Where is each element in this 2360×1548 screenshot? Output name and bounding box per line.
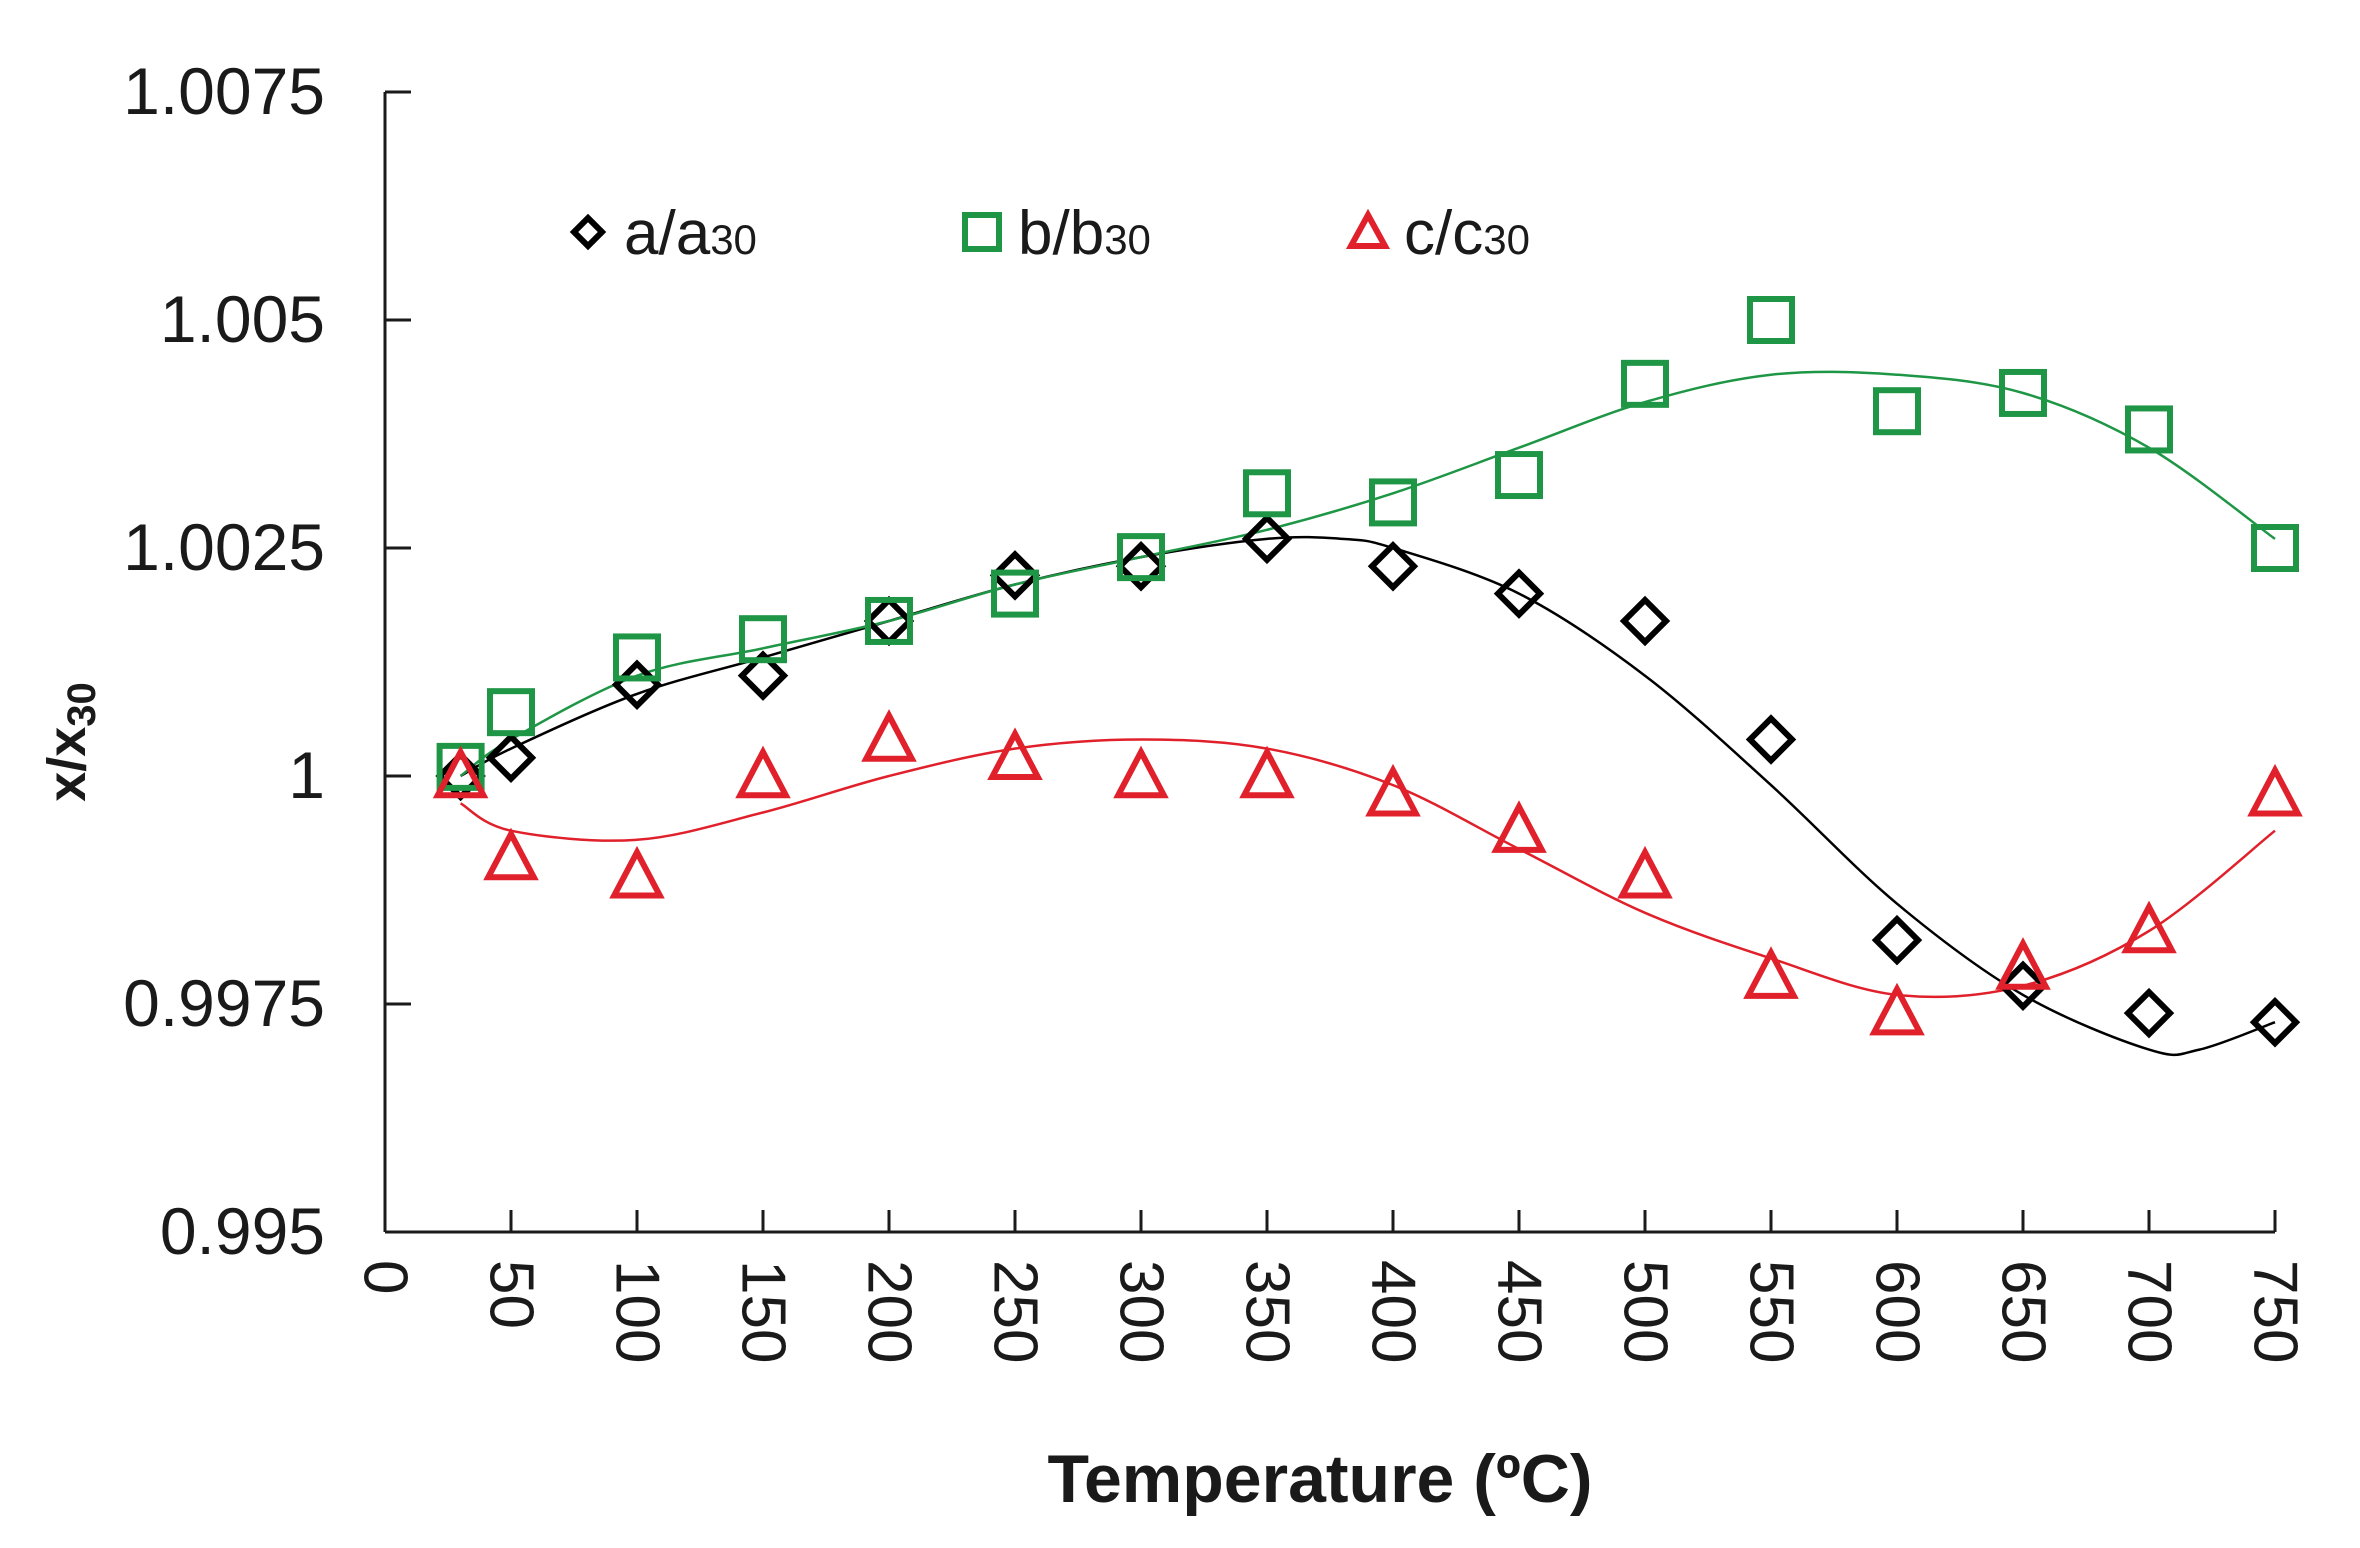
data-point-diamond [1745,714,1797,765]
y-tick-label: 1.005 [160,282,325,356]
legend-label-subscript: 30 [710,216,757,263]
data-point-triangle [1995,937,2051,990]
x-tick-label: 650 [1989,1260,2058,1363]
data-point-triangle [1743,946,1799,999]
data-point-square [1747,296,1795,344]
data-point-square [1117,533,1165,582]
legend-label: b/b30 [1018,199,1151,268]
x-tick-label: 350 [1233,1260,1302,1363]
data-point-triangle [1491,800,1547,853]
markers-square [436,296,2299,791]
data-point-square [1369,478,1417,527]
data-point-triangle [1869,982,1925,1036]
data-point-square [487,688,535,737]
y-tick-label: 1 [288,738,325,812]
data-point-square [1873,387,1921,436]
data-point-diamond [1493,568,1545,619]
x-tick-label: 400 [1359,1260,1428,1363]
data-point-diamond [1241,513,1293,565]
data-point-diamond [1115,540,1167,592]
x-tick-label: 500 [1611,1260,1680,1363]
y-tick-label: 0.9975 [123,966,325,1040]
x-tick-label: 550 [1737,1260,1806,1363]
data-point-triangle [609,845,665,899]
fit-curve-triangle [459,738,2276,999]
series-square [459,370,2276,778]
data-point-triangle [1113,745,1169,799]
legend-label-subscript: 30 [1483,216,1530,263]
x-tick-label: 300 [1107,1260,1176,1363]
x-tick-label: 700 [2115,1260,2184,1363]
data-point-diamond [989,550,1041,601]
data-point-triangle [1239,745,1295,799]
data-point-diamond [1619,595,1671,647]
data-point-square [613,633,661,682]
x-tick-label: 750 [2241,1260,2310,1363]
data-point-square [991,569,1039,618]
series-triangle [459,738,2276,999]
data-point-triangle [2121,900,2177,954]
fit-curve-square [459,370,2276,778]
data-point-triangle [861,709,917,762]
data-point-triangle [2247,763,2303,817]
legend-marker-triangle [1345,208,1391,249]
markers-diamond [435,513,2301,1048]
data-point-square [1495,451,1543,500]
data-point-diamond [2249,996,2301,1048]
x-tick-label: 150 [729,1260,798,1363]
data-point-diamond [737,650,789,701]
data-point-triangle [432,745,489,799]
x-tick-label: 100 [603,1260,672,1363]
data-point-diamond [1367,540,1419,592]
legend-entry: b/b30 [962,199,1151,268]
data-point-triangle [987,727,1043,780]
data-point-square [2125,405,2173,454]
legend-entry: a/a30 [569,199,757,268]
legend-label: a/a30 [624,199,757,268]
x-tick-label: 0 [351,1260,420,1294]
y-tick-label: 1.0025 [123,510,325,584]
markers-triangle [432,709,2303,1036]
x-tick-label: 600 [1863,1260,1932,1363]
plot-area: 0.995 0.9975 1 1.0025 1.005 1.0075 0 50 100 150 20… [37,54,2310,1517]
data-point-square [2251,524,2299,572]
y-tick-label: 1.0075 [123,54,325,128]
legend-marker-square [962,212,1002,252]
data-point-diamond [2123,987,2175,1039]
data-point-square [1621,359,1669,408]
data-point-triangle [1365,763,1421,817]
data-point-square [1999,368,2047,417]
data-point-square [865,596,913,645]
legend-entry: c/c30 [1345,199,1530,268]
data-point-diamond [1997,960,2049,1012]
x-tick-label: 250 [981,1260,1050,1363]
data-point-triangle [735,745,791,799]
data-point-diamond [485,732,537,784]
y-tick-label: 0.995 [160,1194,325,1268]
y-axis-title-subscript: 30 [60,682,104,727]
x-axis-title: Temperature (ºC) [1048,1441,1593,1517]
data-point-square [739,615,787,664]
y-axis-title: x/x30 [37,682,104,802]
legend-label-subscript: 30 [1104,216,1151,263]
legend-marker-diamond [569,213,607,251]
x-tick-label: 50 [477,1260,546,1329]
data-point-triangle [1617,845,1673,899]
legend-label: c/c30 [1404,199,1530,268]
data-point-square [1243,469,1291,518]
data-point-triangle [483,827,539,881]
data-point-diamond [1871,914,1923,966]
x-tick-label: 450 [1485,1260,1554,1363]
x-tick-label: 200 [855,1260,924,1363]
